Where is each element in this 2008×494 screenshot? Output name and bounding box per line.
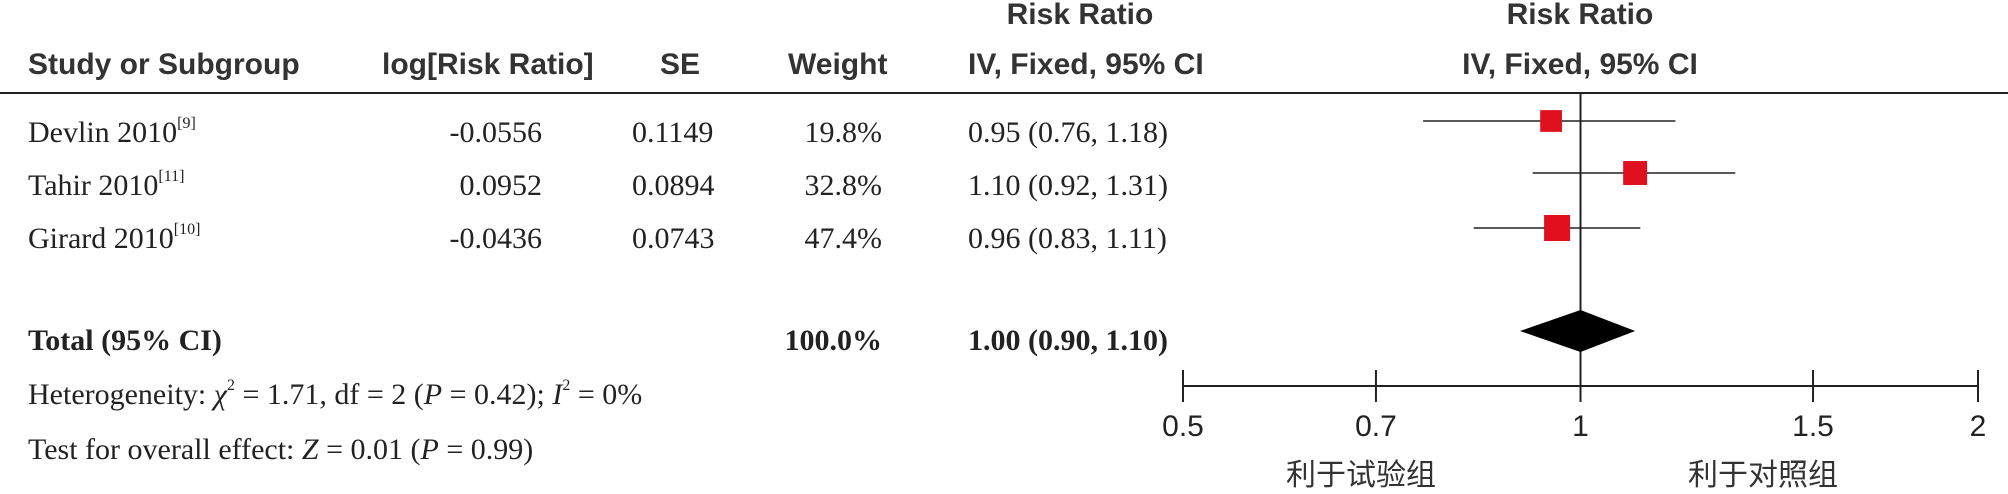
- total-weight: 100.0%: [784, 324, 883, 357]
- log-rr-column-header: log[Risk Ratio]: [382, 48, 594, 81]
- study-marker: [1540, 110, 1562, 132]
- weight-value: 19.8%: [804, 116, 883, 149]
- study-marker: [1623, 161, 1648, 185]
- x-tick-label: 0.7: [1355, 410, 1397, 443]
- plot-header-bottom: IV, Fixed, 95% CI: [1462, 48, 1698, 81]
- se-value: 0.1149: [632, 116, 714, 149]
- log-rr-value: -0.0436: [449, 222, 543, 255]
- plot-header-top: Risk Ratio: [1506, 0, 1654, 31]
- study-column-header: Study or Subgroup: [28, 48, 300, 81]
- study-name: Devlin 2010[9]: [28, 115, 196, 150]
- weight-value: 32.8%: [804, 169, 883, 202]
- se-column-header: SE: [660, 48, 701, 81]
- log-rr-value: 0.0952: [459, 169, 543, 202]
- study-name: Girard 2010[10]: [28, 221, 201, 256]
- ci-column-header: IV, Fixed, 95% CI: [968, 48, 1204, 81]
- study-name: Tahir 2010[11]: [28, 168, 185, 203]
- x-tick-label: 2: [1970, 410, 1987, 443]
- ci-header-top: Risk Ratio: [1006, 0, 1154, 31]
- log-rr-value: -0.0556: [449, 116, 543, 149]
- x-tick-label: 1.5: [1792, 410, 1834, 443]
- overall-effect-text: Test for overall effect: Z = 0.01 (P = 0…: [28, 433, 534, 466]
- total-ci: 1.00 (0.90, 1.10): [968, 324, 1168, 357]
- ci-value: 1.10 (0.92, 1.31): [968, 169, 1168, 202]
- study-marker: [1544, 215, 1571, 241]
- favours-control-label: 利于对照组: [1688, 458, 1838, 493]
- pooled-diamond: [1520, 310, 1636, 352]
- ci-value: 0.96 (0.83, 1.11): [968, 222, 1167, 255]
- weight-value: 47.4%: [804, 222, 883, 255]
- total-label: Total (95% CI): [28, 324, 222, 357]
- x-tick-label: 1: [1572, 410, 1589, 443]
- header-rule: [0, 92, 2008, 94]
- x-tick-label: 0.5: [1162, 410, 1204, 443]
- weight-column-header: Weight: [788, 48, 888, 81]
- se-value: 0.0743: [632, 222, 715, 255]
- se-value: 0.0894: [632, 169, 715, 202]
- ci-value: 0.95 (0.76, 1.18): [968, 116, 1168, 149]
- favours-experimental-label: 利于试验组: [1286, 458, 1436, 493]
- heterogeneity-text: Heterogeneity: χ2 = 1.71, df = 2 (P = 0.…: [28, 377, 643, 412]
